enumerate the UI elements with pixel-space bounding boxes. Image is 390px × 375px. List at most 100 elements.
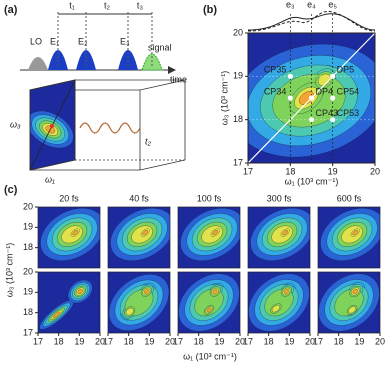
peak-label: e₃	[286, 0, 295, 9]
heatmap	[30, 80, 75, 170]
y-tick-label: 17	[233, 157, 243, 167]
x-tick-label: 20	[165, 336, 175, 346]
x-tick-label: 18	[334, 336, 344, 346]
x-tick-label: 19	[74, 336, 84, 346]
y-tick-label: 19	[23, 222, 33, 232]
point	[50, 124, 54, 128]
cross-peak-label: CP35	[264, 65, 287, 75]
x-tick-label: 18	[264, 336, 274, 346]
x-tick-label: 17	[243, 166, 253, 176]
pulse-label: E₃	[120, 36, 130, 46]
contour	[352, 230, 359, 236]
y-axis-label: ω₃ (10³ cm⁻¹)	[219, 71, 229, 125]
cross-peak	[330, 95, 336, 101]
delay-header: 300 fs	[267, 193, 292, 203]
plot-frame	[247, 206, 311, 269]
box-label: ω₁	[45, 174, 55, 184]
plot-frame	[247, 32, 376, 164]
signal-label: signal	[148, 42, 172, 52]
x-tick-label: 20	[235, 336, 245, 346]
cross-peak	[308, 117, 315, 123]
contour	[271, 304, 280, 313]
cross-peak	[287, 95, 293, 101]
panel-label: (c)	[4, 184, 18, 196]
y-tick-label: 20	[23, 266, 33, 276]
contour	[144, 289, 149, 294]
contour	[352, 289, 358, 295]
cross-peak-label: CP34	[264, 86, 287, 96]
pulse-diagram	[20, 12, 176, 74]
x-tick-label: 17	[243, 336, 253, 346]
x-tick-label: 18	[124, 336, 134, 346]
contour	[77, 289, 83, 295]
x-tick-label: 19	[284, 336, 294, 346]
cross-peak-label: DP5	[337, 65, 355, 75]
contour	[212, 230, 219, 236]
y-tick-label: 20	[233, 27, 243, 37]
plot-frame	[317, 206, 381, 269]
heatmap	[178, 272, 240, 333]
cross-peak-label: CP54	[337, 86, 360, 96]
y-tick-label: 18	[23, 307, 33, 317]
heatmap	[108, 207, 170, 268]
contour	[142, 230, 149, 236]
box-diagram	[29, 79, 186, 171]
x-tick-label: 20	[370, 166, 380, 176]
contour	[282, 230, 289, 236]
cross-peak	[308, 95, 315, 101]
cross-peak-label: CP43	[316, 108, 339, 118]
plot-frame	[317, 271, 381, 334]
heatmap	[318, 207, 380, 268]
x-tick-label: 17	[313, 336, 323, 346]
y-tick-label: 18	[23, 242, 33, 252]
delay-label: t₂	[104, 0, 111, 10]
box-face	[29, 79, 76, 171]
contour	[348, 306, 356, 314]
plot-frame	[247, 271, 311, 334]
y-tick-label: 18	[233, 114, 243, 124]
heatmap	[248, 207, 310, 268]
plot-frame	[37, 206, 101, 269]
panel-label: (a)	[4, 4, 18, 16]
contour	[52, 311, 61, 318]
projection	[247, 10, 376, 32]
delay-label: t₃	[137, 0, 144, 10]
x-tick-label: 17	[33, 336, 43, 346]
delay-header: 600 fs	[337, 193, 362, 203]
heatmap	[248, 272, 310, 333]
plot-frame	[107, 206, 171, 269]
heatmap	[318, 272, 380, 333]
x-tick-label: 19	[328, 166, 338, 176]
delay-label: t₁	[69, 0, 75, 10]
contour	[206, 307, 212, 312]
x-tick-label: 19	[144, 336, 154, 346]
peak-label: e₄	[307, 0, 316, 9]
panel-label: (b)	[203, 4, 217, 16]
heatmap	[38, 272, 100, 333]
x-axis-label: ω₁ (10³ cm⁻¹)	[285, 176, 339, 186]
box-label: t₂	[145, 136, 152, 146]
time-axis-label: time	[170, 74, 187, 84]
heatmap	[178, 207, 240, 268]
heatmap	[248, 33, 375, 163]
heatmap	[108, 272, 170, 333]
x-tick-label: 18	[285, 166, 295, 176]
pulse-label: E₁	[50, 36, 59, 46]
contour	[212, 289, 218, 294]
x-tick-label: 20	[305, 336, 315, 346]
cross-peak-label: DP4	[316, 86, 334, 96]
pulse-label: LO	[30, 36, 42, 46]
x-axis-label: ω₁ (10³ cm⁻¹)	[183, 351, 237, 361]
y-tick-label: 20	[23, 201, 33, 211]
y-axis-label: ω₃ (10³ cm⁻¹)	[4, 243, 14, 297]
contour	[72, 230, 79, 236]
peak-label: e₅	[328, 0, 337, 9]
cross-peak	[287, 73, 293, 79]
box-label: ω₃	[10, 119, 21, 129]
cross-peak-label: CP53	[337, 108, 360, 118]
plot-frame	[177, 271, 241, 334]
heatmap	[38, 207, 100, 268]
contour	[284, 289, 289, 294]
x-tick-label: 19	[214, 336, 224, 346]
